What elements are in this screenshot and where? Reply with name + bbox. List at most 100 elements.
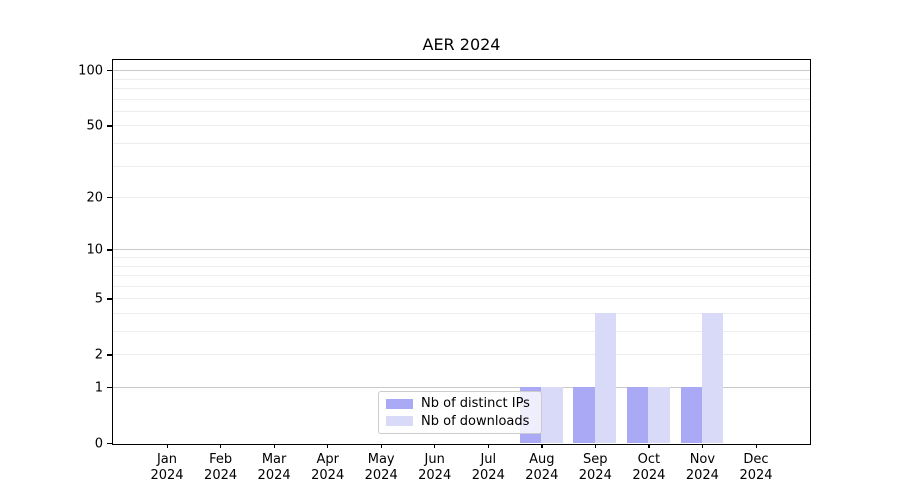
chart-title: AER 2024 [422, 35, 501, 54]
x-tick-label: Jul 2024 [456, 452, 520, 484]
x-tick-year: 2024 [632, 467, 666, 483]
legend: Nb of distinct IPs Nb of downloads [378, 391, 542, 434]
distinct-ips-swatch-icon [386, 398, 413, 409]
x-tick-month: May [367, 451, 395, 467]
y-tick-label: 100 [78, 63, 103, 79]
bar-distinct-ips [627, 387, 649, 443]
x-tick-mark [434, 443, 436, 448]
x-tick-month: Aug [529, 451, 555, 467]
y-tick-mark [107, 125, 112, 127]
minor-gridline [113, 354, 810, 356]
y-tick-mark [107, 387, 112, 389]
y-tick-mark [107, 197, 112, 199]
minor-gridline [113, 313, 810, 314]
downloads-swatch-icon [386, 416, 413, 427]
legend-entry-distinct-ips: Nb of distinct IPs [386, 396, 534, 411]
x-tick-year: 2024 [364, 467, 398, 483]
major-gridline [113, 70, 810, 72]
minor-gridline [113, 257, 810, 258]
x-tick-mark [648, 443, 650, 448]
y-tick-mark [107, 298, 112, 300]
x-tick-month: Jan [156, 451, 178, 467]
x-tick-mark [487, 443, 490, 448]
bar-downloads [541, 387, 563, 443]
minor-gridline [113, 265, 810, 267]
bar-downloads [648, 387, 670, 443]
y-tick-label: 20 [86, 190, 103, 206]
y-tick-label: 2 [94, 347, 103, 363]
x-tick-label: Oct 2024 [617, 452, 681, 484]
minor-gridline [113, 125, 810, 127]
x-tick-month: Apr [316, 451, 339, 467]
x-tick-mark [541, 443, 543, 448]
minor-gridline [113, 298, 810, 300]
x-tick-year: 2024 [685, 467, 719, 483]
minor-gridline [113, 331, 810, 332]
x-tick-mark [327, 443, 329, 448]
x-tick-month: Jul [480, 451, 497, 467]
x-tick-month: Feb [209, 451, 233, 467]
minor-gridline [113, 98, 810, 100]
minor-gridline [113, 275, 810, 276]
x-tick-mark [594, 443, 597, 448]
x-tick-mark [701, 443, 704, 448]
x-tick-mark [166, 443, 168, 448]
y-tick-label: 1 [94, 380, 103, 395]
x-tick-month: Nov [689, 451, 716, 467]
minor-gridline [113, 143, 810, 144]
y-tick-label: 0 [94, 436, 103, 451]
y-tick-mark [107, 249, 112, 251]
legend-entry-downloads: Nb of downloads [386, 414, 534, 429]
x-tick-label: Aug 2024 [510, 452, 574, 484]
x-tick-label: Jan 2024 [135, 452, 199, 484]
x-tick-month: Sep [583, 451, 608, 467]
x-tick-month: Dec [743, 451, 769, 467]
x-tick-mark [755, 443, 757, 448]
x-tick-label: Nov 2024 [670, 452, 734, 484]
y-tick-mark [107, 70, 112, 72]
x-tick-label: Dec 2024 [724, 452, 788, 484]
x-tick-year: 2024 [418, 467, 452, 483]
x-tick-label: Feb 2024 [189, 452, 253, 484]
legend-label-downloads: Nb of downloads [421, 413, 530, 429]
minor-gridline [113, 110, 810, 112]
bar-downloads [594, 313, 617, 443]
minor-gridline [113, 285, 810, 287]
x-tick-mark [380, 443, 382, 448]
bar-distinct-ips [573, 387, 595, 443]
x-tick-mark [273, 443, 275, 448]
bar-downloads [701, 313, 724, 443]
x-tick-label: Apr 2024 [296, 452, 360, 484]
x-tick-year: 2024 [578, 467, 612, 483]
legend-label-distinct-ips: Nb of distinct IPs [421, 396, 530, 412]
y-tick-label: 50 [86, 118, 103, 134]
minor-gridline [113, 197, 810, 199]
x-tick-month: Oct [637, 451, 661, 467]
y-tick-label: 5 [94, 291, 103, 307]
y-tick-label: 10 [86, 242, 103, 258]
x-tick-label: Sep 2024 [563, 452, 627, 484]
x-tick-year: 2024 [257, 467, 291, 483]
major-gridline [113, 249, 810, 251]
x-tick-month: Jun [424, 451, 445, 467]
y-tick-mark [107, 443, 112, 445]
y-tick-mark [107, 354, 112, 356]
x-tick-year: 2024 [471, 467, 505, 483]
x-tick-label: Mar 2024 [242, 452, 306, 484]
bar-distinct-ips [680, 387, 702, 443]
x-tick-year: 2024 [739, 467, 773, 483]
major-gridline [113, 387, 810, 388]
x-tick-year: 2024 [204, 467, 238, 483]
x-tick-year: 2024 [525, 467, 559, 483]
x-tick-mark [220, 443, 222, 448]
x-tick-month: Mar [261, 451, 287, 467]
minor-gridline [113, 88, 810, 89]
plot-area: Nb of distinct IPs Nb of downloads [112, 59, 811, 445]
minor-gridline [113, 78, 810, 80]
x-tick-year: 2024 [311, 467, 345, 483]
x-tick-label: Jun 2024 [403, 452, 467, 484]
x-tick-year: 2024 [150, 467, 184, 483]
x-tick-label: May 2024 [349, 452, 413, 484]
minor-gridline [113, 165, 810, 167]
